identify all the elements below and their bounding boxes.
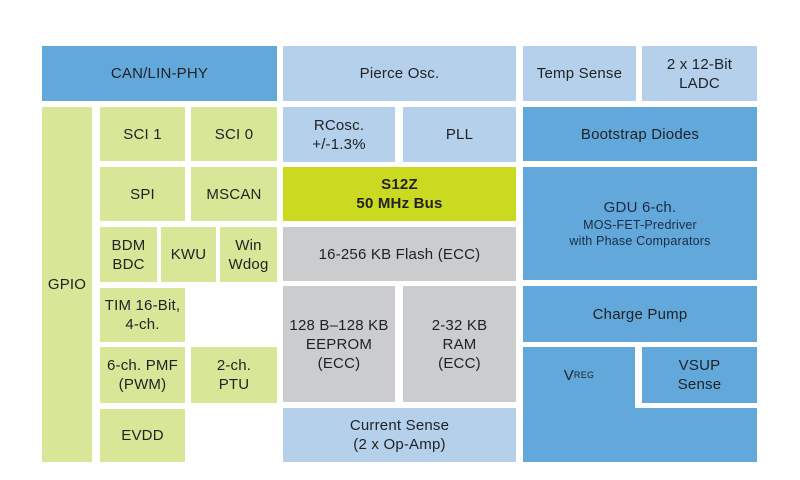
block-spi: SPI xyxy=(100,167,185,221)
block-evdd: EVDD xyxy=(100,409,185,462)
eeprom-label-line3: (ECC) xyxy=(317,354,361,372)
sci0-label: SCI 0 xyxy=(214,125,254,143)
ram-label-line1: 2-32 KB xyxy=(431,316,488,334)
block-vsup-sense: VSUP Sense xyxy=(642,347,757,403)
ladc-label-line1: 2 x 12-Bit xyxy=(666,55,733,73)
ladc-label-line2: LADC xyxy=(679,74,720,92)
block-gdu: GDU 6-ch. MOS-FET-Predriver with Phase C… xyxy=(523,167,757,280)
vreg-label: V REG xyxy=(523,347,635,404)
tim-label-line2: 4-ch. xyxy=(125,316,160,333)
current-sense-label-line1: Current Sense xyxy=(349,417,450,434)
block-current-sense: Current Sense (2 x Op-Amp) xyxy=(283,408,516,462)
gdu-label-line2: MOS-FET-Predriver xyxy=(583,218,697,232)
pierce-osc-label: Pierce Osc. xyxy=(359,65,440,82)
block-kwu: KWU xyxy=(161,227,216,282)
current-sense-label-line2: (2 x Op-Amp) xyxy=(353,436,446,453)
flash-label: 16-256 KB Flash (ECC) xyxy=(318,245,481,263)
pll-label: PLL xyxy=(445,126,474,143)
pmf-label-line1: 6-ch. PMF xyxy=(107,357,178,374)
eeprom-label-line1: 128 B–128 KB xyxy=(289,316,389,334)
bootstrap-diodes-label: Bootstrap Diodes xyxy=(580,125,700,143)
bdm-bdc-label-line1: BDM xyxy=(111,236,146,254)
kwu-label: KWU xyxy=(170,246,207,263)
bdm-bdc-label-line2: BDC xyxy=(112,255,145,273)
charge-pump-label: Charge Pump xyxy=(592,305,688,323)
block-s12z-bus: S12Z 50 MHz Bus xyxy=(283,167,516,221)
gpio-label: GPIO xyxy=(47,276,87,293)
gdu-label-line1: GDU 6-ch. xyxy=(603,199,677,216)
block-sci0: SCI 0 xyxy=(191,107,277,161)
evdd-label: EVDD xyxy=(121,427,164,444)
ptu-label-line2: PTU xyxy=(218,376,250,393)
rcosc-label-line1: RCosc. xyxy=(313,116,365,134)
vreg-label-sub: REG xyxy=(573,370,595,380)
s12z-label-line2: 50 MHz Bus xyxy=(356,195,443,212)
ram-label-line3: (ECC) xyxy=(438,354,481,372)
can-lin-phy-label: CAN/LIN-PHY xyxy=(110,65,209,82)
block-bootstrap-diodes: Bootstrap Diodes xyxy=(523,107,757,161)
tim-label-line1: TIM 16-Bit, xyxy=(104,297,181,314)
block-pmf: 6-ch. PMF (PWM) xyxy=(100,347,185,403)
block-can-lin-phy: CAN/LIN-PHY xyxy=(42,46,277,101)
block-charge-pump: Charge Pump xyxy=(523,286,757,342)
rcosc-label-line2: +/-1.3% xyxy=(312,135,366,153)
ptu-label-line1: 2-ch. xyxy=(216,357,252,374)
ram-label-line2: RAM xyxy=(442,335,477,353)
win-wdog-label-line1: Win xyxy=(235,236,262,254)
block-ram: 2-32 KB RAM (ECC) xyxy=(403,286,516,402)
temp-sense-label: Temp Sense xyxy=(536,65,623,82)
block-flash: 16-256 KB Flash (ECC) xyxy=(283,227,516,281)
s12z-label-line1: S12Z xyxy=(381,176,418,193)
block-ptu: 2-ch. PTU xyxy=(191,347,277,403)
block-win-wdog: Win Wdog xyxy=(220,227,277,282)
spi-label: SPI xyxy=(130,185,155,203)
block-ladc: 2 x 12-Bit LADC xyxy=(642,46,757,101)
eeprom-label-line2: EEPROM xyxy=(305,335,373,353)
pmf-label-line2: (PWM) xyxy=(118,376,167,393)
block-vreg-extension xyxy=(523,408,757,462)
block-rcosc: RCosc. +/-1.3% xyxy=(283,107,395,162)
block-tim: TIM 16-Bit, 4-ch. xyxy=(100,288,185,342)
block-eeprom: 128 B–128 KB EEPROM (ECC) xyxy=(283,286,395,402)
block-mscan: MSCAN xyxy=(191,167,277,221)
block-pll: PLL xyxy=(403,107,516,162)
block-bdm-bdc: BDM BDC xyxy=(100,227,157,282)
gdu-label-line3: with Phase Comparators xyxy=(569,234,711,248)
vreg-label-main: V xyxy=(563,367,574,384)
win-wdog-label-line2: Wdog xyxy=(228,255,269,273)
sci1-label: SCI 1 xyxy=(123,125,162,143)
mscan-label: MSCAN xyxy=(206,185,262,203)
block-temp-sense: Temp Sense xyxy=(523,46,636,101)
block-sci1: SCI 1 xyxy=(100,107,185,161)
block-pierce-osc: Pierce Osc. xyxy=(283,46,516,101)
vsup-sense-label-line1: VSUP xyxy=(678,357,721,374)
vsup-sense-label-line2: Sense xyxy=(677,376,722,393)
block-gpio: GPIO xyxy=(42,107,92,462)
